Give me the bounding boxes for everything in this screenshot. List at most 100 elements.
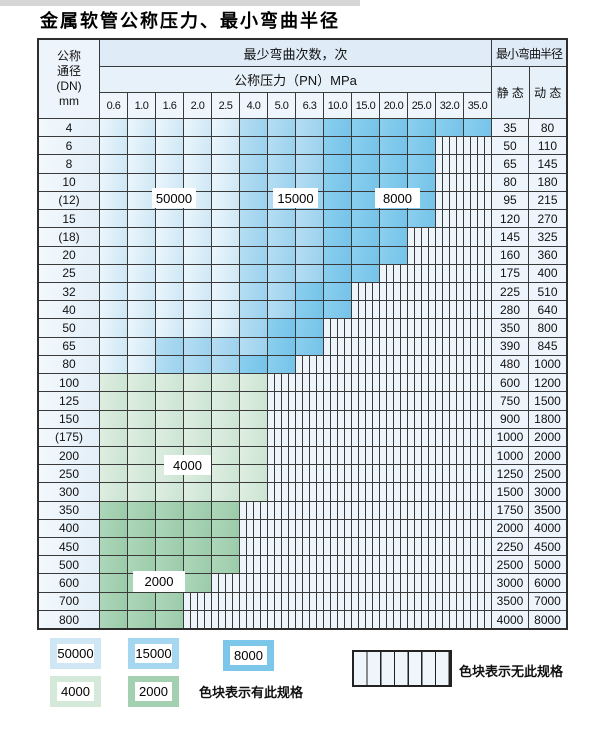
spec-cell-2000 bbox=[184, 574, 212, 592]
no-spec-cell bbox=[380, 519, 408, 538]
no-spec-cell bbox=[436, 301, 464, 319]
spec-cell-8000 bbox=[324, 228, 352, 246]
no-spec-cell bbox=[240, 501, 268, 519]
table-row: 6 50 110 bbox=[39, 137, 566, 156]
no-spec-cell bbox=[408, 392, 436, 410]
no-spec-cell bbox=[380, 410, 408, 428]
no-spec-cell bbox=[408, 538, 436, 556]
spec-cell-8000 bbox=[352, 173, 380, 191]
spec-cell-4000 bbox=[240, 446, 268, 465]
no-spec-cell bbox=[296, 428, 324, 446]
dn-cell: 80 bbox=[39, 355, 100, 374]
spec-cell-2000 bbox=[100, 538, 128, 556]
spec-cell-50000 bbox=[100, 119, 128, 137]
spec-cell-4000 bbox=[128, 428, 156, 446]
static-radius-cell: 2500 bbox=[492, 556, 529, 574]
no-spec-cell bbox=[352, 610, 380, 629]
no-spec-cell bbox=[464, 210, 492, 228]
no-spec-cell bbox=[464, 155, 492, 173]
no-spec-cell bbox=[464, 264, 492, 282]
dynamic-radius-cell: 270 bbox=[529, 210, 566, 228]
spec-cell-50000 bbox=[156, 173, 184, 191]
no-spec-cell bbox=[380, 465, 408, 483]
table-row: 500 2500 5000 bbox=[39, 556, 566, 575]
spec-cell-8000 bbox=[380, 137, 408, 155]
no-spec-cell bbox=[352, 319, 380, 337]
no-spec-cell bbox=[296, 410, 324, 428]
static-radius-cell: 35 bbox=[492, 119, 529, 137]
no-spec-cell bbox=[408, 610, 436, 629]
no-spec-cell bbox=[296, 501, 324, 519]
no-spec-cell bbox=[436, 137, 464, 155]
no-spec-cell bbox=[380, 392, 408, 410]
no-spec-cell bbox=[464, 173, 492, 191]
spec-cell-2000 bbox=[100, 519, 128, 538]
spec-cell-8000 bbox=[324, 210, 352, 228]
static-header: 静 态 bbox=[492, 67, 530, 118]
no-spec-cell bbox=[324, 519, 352, 538]
spec-cell-2000 bbox=[128, 610, 156, 629]
dn-cell: 150 bbox=[39, 410, 100, 428]
min-bend-radius-header: 最小弯曲半径 bbox=[492, 40, 566, 67]
table-row: 600 3000 6000 bbox=[39, 574, 566, 593]
table-row: 50 350 800 bbox=[39, 319, 566, 338]
value-label-2000: 2000 bbox=[133, 571, 185, 592]
spec-cell-50000 bbox=[156, 119, 184, 137]
no-spec-cell bbox=[380, 446, 408, 465]
no-spec-cell bbox=[324, 501, 352, 519]
spec-cell-8000 bbox=[352, 137, 380, 155]
dn-cell: 20 bbox=[39, 246, 100, 264]
dn-cell: (18) bbox=[39, 228, 100, 246]
static-radius-cell: 3500 bbox=[492, 592, 529, 610]
spec-cell-15000 bbox=[268, 119, 296, 137]
spec-cell-50000 bbox=[212, 319, 240, 337]
spec-cell-8000 bbox=[324, 191, 352, 210]
spec-cell-15000 bbox=[240, 282, 268, 301]
static-radius-cell: 95 bbox=[492, 191, 529, 210]
spec-cell-4000 bbox=[184, 374, 212, 392]
no-spec-cell bbox=[408, 264, 436, 282]
no-spec-cell bbox=[408, 592, 436, 610]
static-radius-cell: 120 bbox=[492, 210, 529, 228]
pressure-tick: 20.0 bbox=[380, 93, 408, 118]
no-spec-cell bbox=[240, 538, 268, 556]
no-spec-cell bbox=[436, 337, 464, 355]
static-radius-cell: 600 bbox=[492, 374, 529, 392]
legend-swatch-15000: 15000 bbox=[128, 638, 179, 669]
pressure-tick: 4.0 bbox=[240, 93, 268, 118]
no-spec-cell bbox=[268, 428, 296, 446]
spec-cell-50000 bbox=[100, 155, 128, 173]
no-spec-cell bbox=[436, 392, 464, 410]
no-spec-cell bbox=[464, 410, 492, 428]
spec-cell-50000 bbox=[184, 155, 212, 173]
no-spec-cell bbox=[408, 501, 436, 519]
no-spec-cell bbox=[436, 264, 464, 282]
spec-cell-4000 bbox=[128, 392, 156, 410]
static-radius-cell: 160 bbox=[492, 246, 529, 264]
spec-cell-50000 bbox=[128, 337, 156, 355]
spec-cell-4000 bbox=[128, 446, 156, 465]
spec-cell-15000 bbox=[240, 319, 268, 337]
spec-cell-50000 bbox=[184, 282, 212, 301]
no-spec-cell bbox=[352, 556, 380, 574]
spec-cell-15000 bbox=[156, 337, 184, 355]
spec-cell-8000 bbox=[296, 337, 324, 355]
dn-cell: 25 bbox=[39, 264, 100, 282]
spec-cell-50000 bbox=[212, 282, 240, 301]
spec-cell-8000 bbox=[408, 119, 436, 137]
table-row: 150 900 1800 bbox=[39, 410, 566, 429]
spec-cell-50000 bbox=[184, 119, 212, 137]
spec-cell-8000 bbox=[324, 137, 352, 155]
spec-cell-50000 bbox=[212, 155, 240, 173]
static-radius-cell: 390 bbox=[492, 337, 529, 355]
no-spec-cell bbox=[268, 610, 296, 629]
static-radius-cell: 1000 bbox=[492, 428, 529, 446]
spec-cell-15000 bbox=[296, 173, 324, 191]
spec-cell-2000 bbox=[184, 501, 212, 519]
spec-cell-8000 bbox=[268, 319, 296, 337]
no-spec-cell bbox=[464, 191, 492, 210]
spec-cell-2000 bbox=[184, 538, 212, 556]
no-spec-cell bbox=[464, 355, 492, 374]
dynamic-radius-cell: 510 bbox=[529, 282, 566, 301]
spec-cell-8000 bbox=[296, 301, 324, 319]
